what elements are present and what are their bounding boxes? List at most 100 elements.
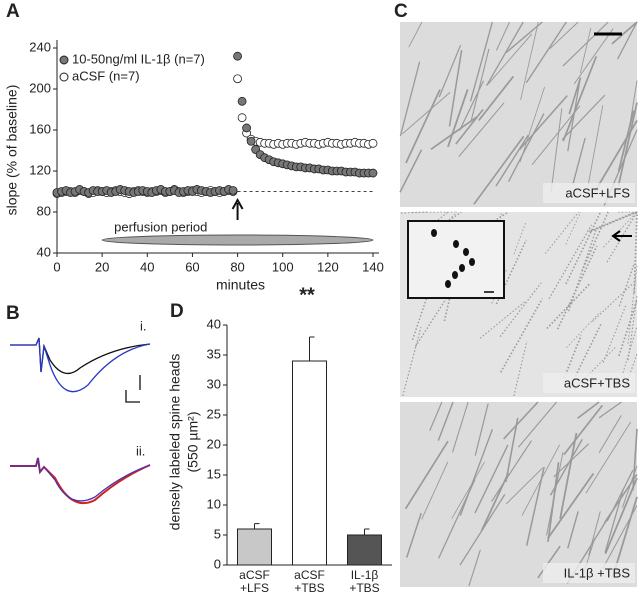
dendrite [622, 326, 638, 374]
point [368, 168, 378, 178]
dendrite [414, 290, 452, 347]
dendrite [611, 21, 638, 45]
dendrite [401, 92, 451, 135]
y-axis-title: (550 µm²) [185, 412, 201, 473]
dendrite [588, 511, 601, 556]
dendrite [585, 421, 632, 494]
dendrite [562, 21, 609, 67]
dendrite [468, 549, 481, 587]
dendrite [561, 94, 606, 141]
dendrite [587, 105, 604, 185]
dendrite [581, 211, 609, 272]
x-tick-label: 40 [140, 259, 154, 274]
x-tick-label: 80 [230, 259, 244, 274]
panel-label: C [394, 1, 408, 22]
bar [237, 528, 272, 566]
dendrite [549, 21, 579, 50]
dendrite [513, 340, 528, 396]
dendrite [547, 472, 595, 539]
trace [10, 457, 151, 502]
dendrite [487, 33, 533, 85]
inset [407, 220, 505, 299]
point [237, 113, 247, 123]
image-label: IL-1β +TBS [564, 565, 631, 580]
panel-label: D [170, 301, 184, 322]
y-tick-label: 35 [207, 346, 221, 361]
dendrite [495, 21, 510, 51]
trace [10, 457, 151, 505]
dendrite [505, 21, 543, 54]
dendrite [503, 401, 539, 440]
spine-head [445, 280, 451, 288]
dendrite [519, 95, 568, 150]
label-bg [543, 563, 635, 583]
dendrite [574, 345, 617, 390]
dendrite [579, 27, 592, 74]
x-tick-label: 120 [317, 259, 339, 274]
dendrite [617, 102, 638, 186]
dendrite [629, 80, 638, 127]
dendrite [590, 211, 638, 233]
dendrite [525, 21, 567, 84]
y-axis-title: slope (% of baseline) [4, 85, 20, 216]
dendrite [567, 511, 579, 549]
y-tick-label: 160 [29, 121, 51, 136]
dendrite [598, 415, 622, 453]
dendrite [404, 440, 449, 510]
y-tick-label: 240 [29, 39, 51, 54]
x-tick-label: IL-1β +TBS [349, 568, 380, 595]
y-tick-label: 25 [207, 406, 221, 421]
traces [10, 337, 151, 505]
y-tick-label: 80 [37, 203, 51, 218]
period-label: perfusion period [114, 219, 207, 234]
legend-marker [59, 72, 69, 82]
dendrite [458, 102, 505, 157]
spine-head [452, 271, 458, 279]
image-label: aCSF+TBS [564, 375, 630, 390]
y-axis-title: densely labeled spine heads [167, 354, 183, 531]
dendrite [606, 211, 638, 263]
panel-label: B [6, 303, 20, 324]
x-tick-label: 100 [272, 259, 294, 274]
dendrite [537, 545, 561, 579]
dendrite [618, 263, 635, 307]
y-tick-label: 120 [29, 162, 51, 177]
dendrite [486, 21, 524, 86]
scale-bar [125, 375, 141, 403]
x-tick-label: 20 [95, 259, 109, 274]
point [237, 96, 247, 106]
x-tick-label: 140 [362, 259, 384, 274]
dendrite [430, 116, 478, 150]
dendrite [451, 401, 469, 453]
point [242, 123, 252, 133]
period-band [101, 234, 374, 246]
dendrite [594, 120, 638, 192]
x-axis-title: minutes [216, 277, 265, 293]
label-bg [543, 373, 635, 393]
point [368, 138, 378, 148]
dendrite [520, 21, 539, 101]
dendrite [566, 311, 601, 349]
dendrite [568, 323, 603, 390]
y-tick-label: 40 [37, 244, 51, 259]
dendrite [414, 211, 458, 255]
dendrite [451, 461, 485, 519]
dendrite [565, 211, 602, 285]
dendrite [495, 134, 529, 187]
bar [347, 534, 382, 566]
dendrite [455, 109, 484, 145]
dendrite [406, 512, 422, 558]
trace-label: i. [140, 318, 147, 333]
micrograph [400, 402, 637, 587]
dendrite [448, 50, 463, 127]
dendrite [633, 211, 638, 294]
dendrite [405, 89, 441, 164]
dendrite [447, 89, 469, 148]
arrow [231, 197, 244, 220]
x-tick-label: aCSF +LFS [239, 568, 270, 595]
dendrite [473, 135, 525, 205]
x-tick-label: 60 [185, 259, 199, 274]
dendrite [618, 299, 638, 357]
dendrite [518, 401, 557, 448]
